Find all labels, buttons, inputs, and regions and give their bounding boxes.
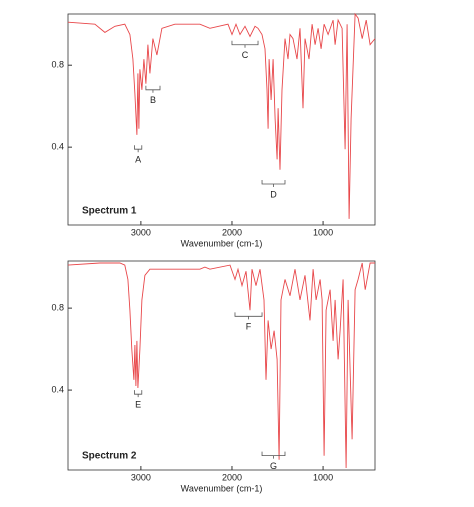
- y-tick-label: 0.8: [51, 60, 64, 70]
- chart-title: Spectrum 1: [82, 206, 137, 217]
- x-tick-label: 3000: [131, 227, 151, 237]
- x-tick-label: 2000: [222, 472, 242, 482]
- bracket: [231, 40, 259, 48]
- y-tick-label: 0.8: [51, 303, 64, 313]
- x-tick-label: 3000: [131, 472, 151, 482]
- y-tick-label: 0.4: [51, 142, 64, 152]
- bracket: [134, 145, 143, 153]
- annotation-label: C: [242, 50, 249, 60]
- plot-frame: [67, 13, 376, 226]
- annotation-label: A: [135, 155, 141, 165]
- annotation-label: E: [135, 400, 141, 410]
- plot-frame: [67, 260, 376, 471]
- x-axis-label: Wavenumber (cm-1): [181, 238, 263, 248]
- annotation-label: F: [246, 322, 252, 332]
- x-tick-label: 1000: [313, 472, 333, 482]
- bracket: [145, 85, 161, 93]
- spectrum-line: [67, 12, 376, 219]
- annotation-label: G: [270, 461, 277, 471]
- x-axis-label: Wavenumber (cm-1): [181, 483, 263, 493]
- bracket: [134, 390, 143, 398]
- x-tick-label: 2000: [222, 227, 242, 237]
- annotation-label: D: [270, 189, 277, 199]
- x-tick-label: 1000: [313, 227, 333, 237]
- chart-title: Spectrum 2: [82, 451, 137, 462]
- spectrum-line: [67, 262, 375, 469]
- bracket: [261, 180, 286, 188]
- annotation-label: B: [150, 95, 156, 105]
- bracket: [234, 312, 263, 320]
- y-tick-label: 0.4: [51, 384, 64, 394]
- bracket: [261, 451, 286, 459]
